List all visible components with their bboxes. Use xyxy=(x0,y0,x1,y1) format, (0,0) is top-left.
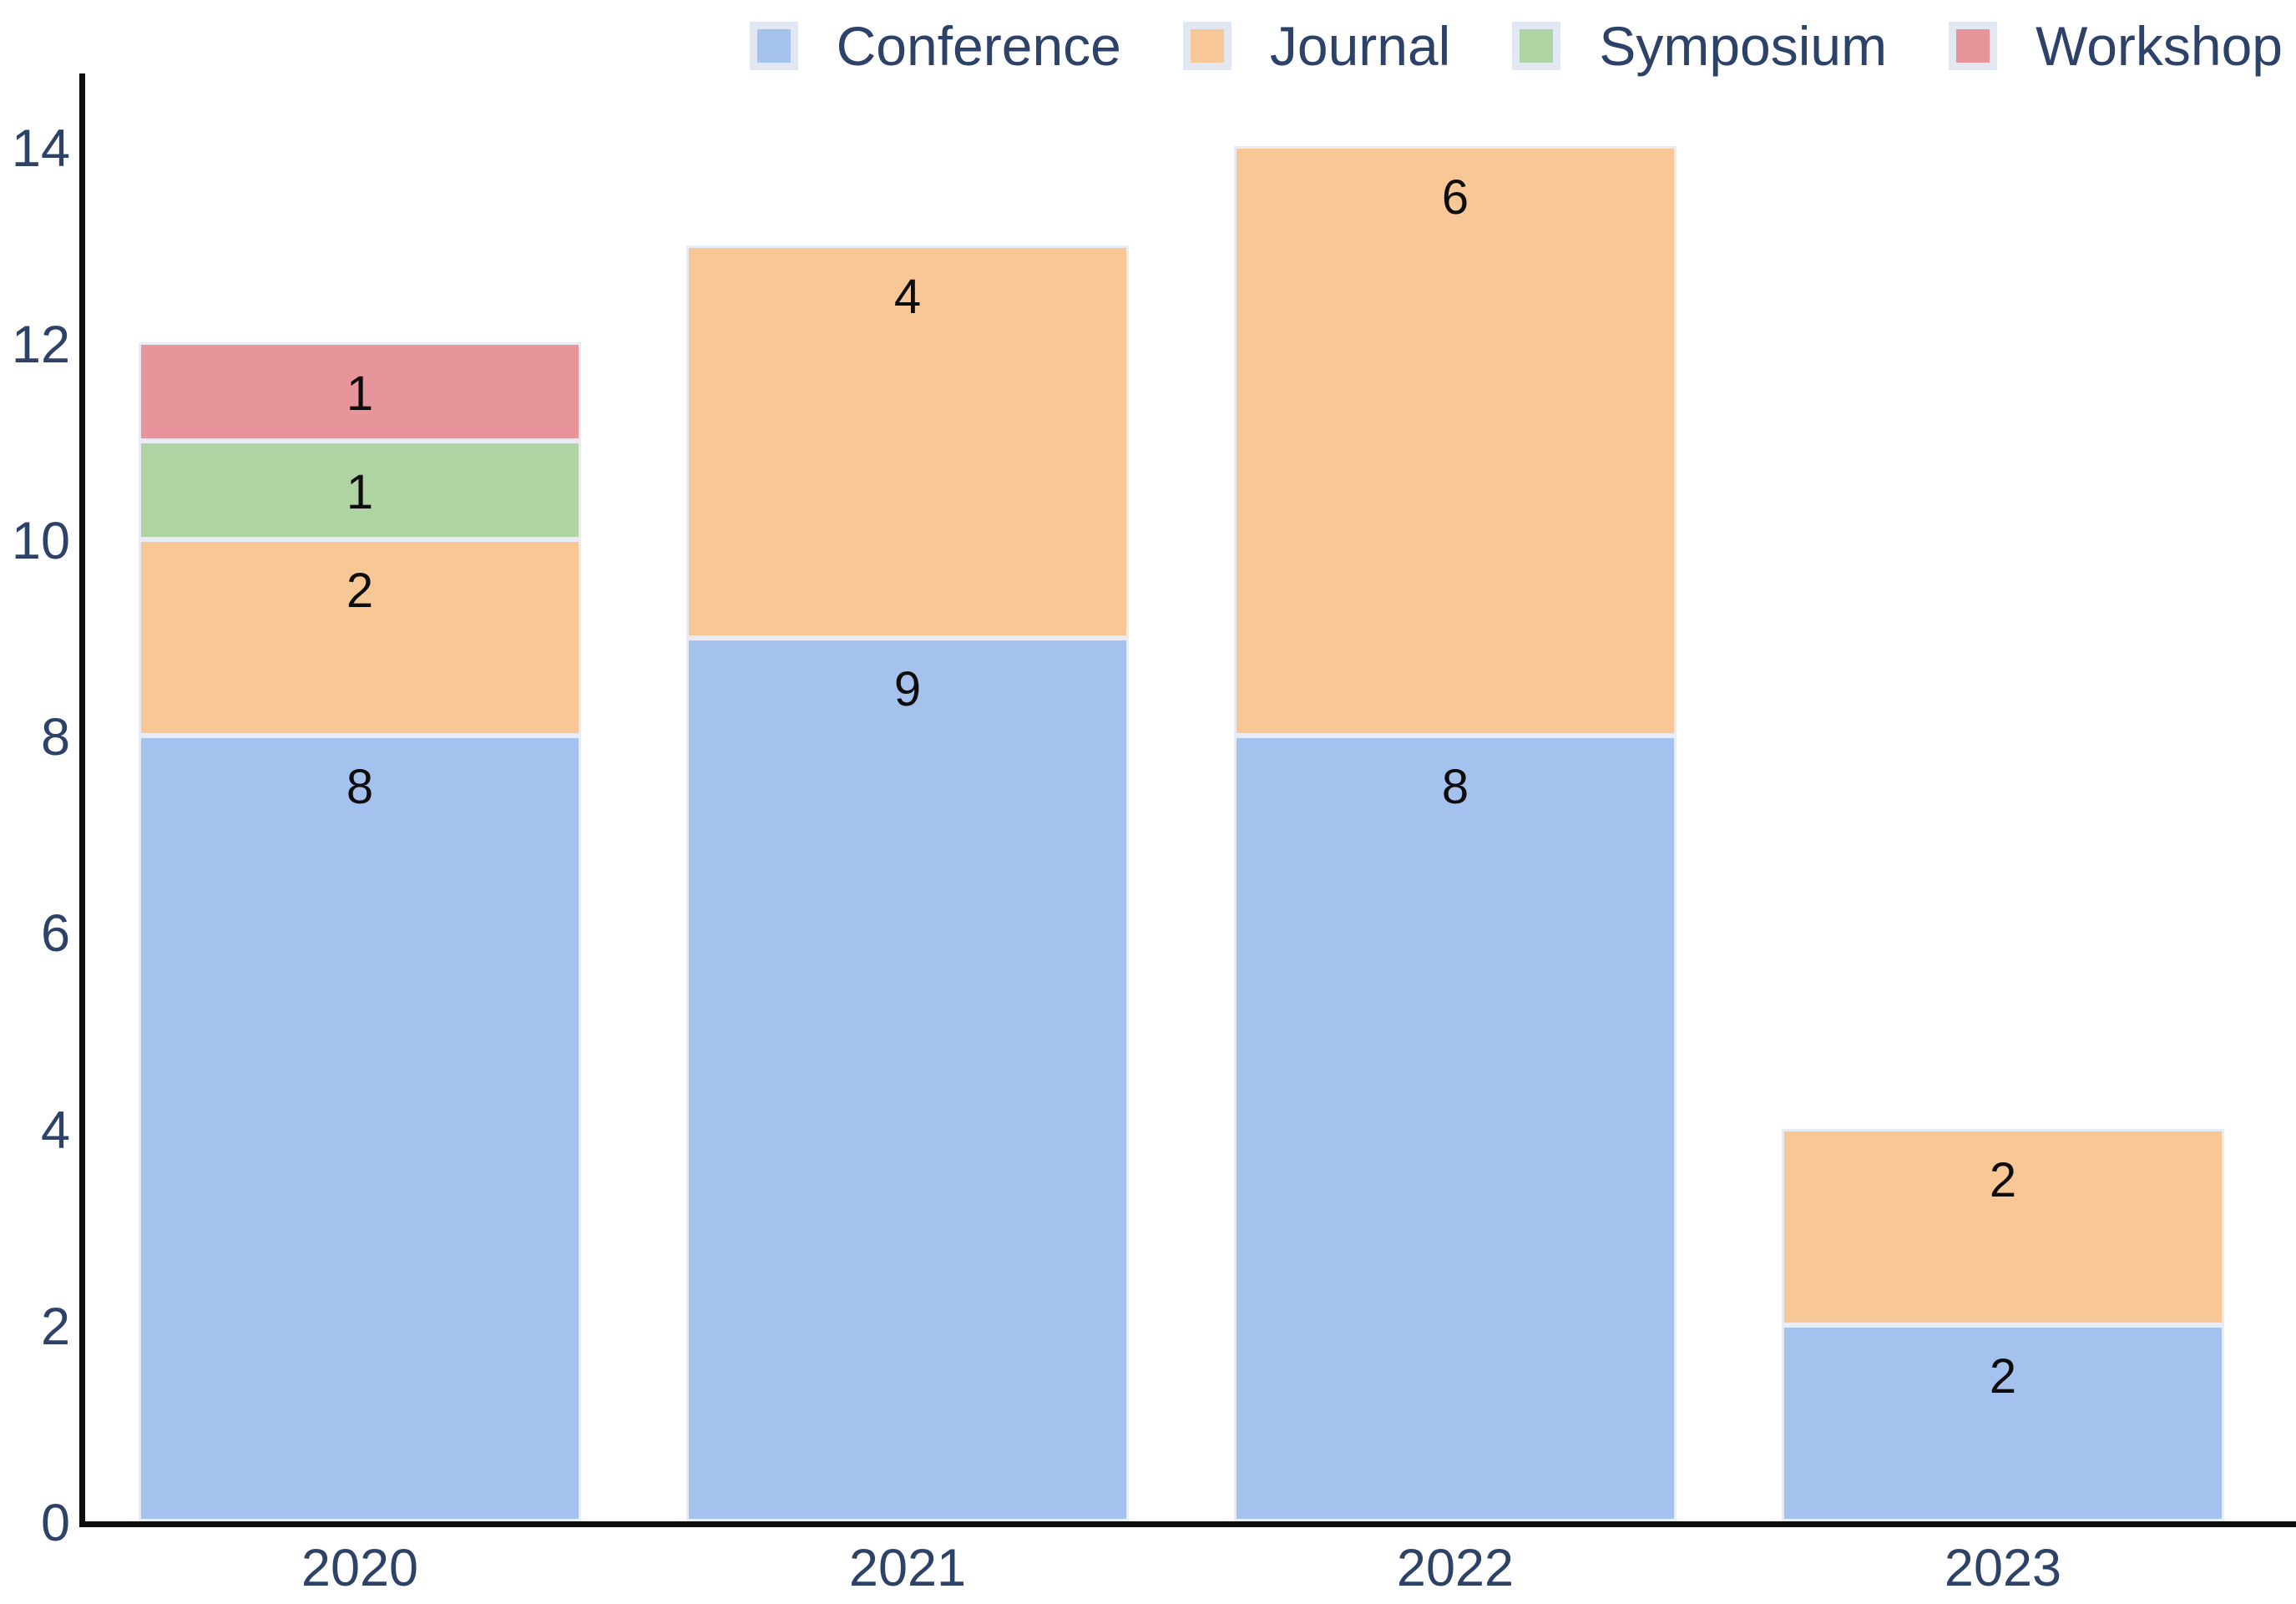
bar-value-label: 4 xyxy=(893,270,922,324)
bar-segment-2023-journal: 2 xyxy=(1782,1129,2224,1325)
y-axis-line xyxy=(79,73,85,1527)
bar-value-label: 1 xyxy=(346,367,374,421)
y-tick-label: 10 xyxy=(11,512,70,570)
x-axis-line xyxy=(79,1521,2296,1527)
legend: Conference Journal Symposium Workshop xyxy=(749,15,2283,77)
bar-value-label: 6 xyxy=(1441,170,1469,225)
legend-item-workshop[interactable]: Workshop xyxy=(1949,18,2283,73)
y-tick-label: 12 xyxy=(11,315,70,374)
y-tick-label: 0 xyxy=(40,1494,70,1552)
y-tick-label: 4 xyxy=(40,1101,70,1160)
y-axis-tick-labels: 0 2 4 6 8 10 12 14 xyxy=(0,0,70,1604)
legend-label: Conference xyxy=(836,15,1121,77)
y-tick-label: 6 xyxy=(40,904,70,964)
legend-swatch-symposium-icon xyxy=(1512,22,1561,70)
legend-label: Journal xyxy=(1269,15,1451,77)
bar-segment-2022-conference: 8 xyxy=(1234,736,1676,1521)
legend-label: Symposium xyxy=(1599,15,1888,77)
bar-segment-2020-journal: 2 xyxy=(139,539,581,736)
bar-value-label: 2 xyxy=(1989,1153,2017,1207)
x-tick-label-2023: 2023 xyxy=(1944,1539,2062,1597)
x-tick-label-2022: 2022 xyxy=(1396,1539,1515,1597)
legend-swatch-journal-icon xyxy=(1182,22,1231,70)
legend-item-journal[interactable]: Journal xyxy=(1182,15,1451,77)
bar-value-label: 2 xyxy=(346,564,374,618)
bar-segment-2023-conference: 2 xyxy=(1782,1325,2224,1521)
bar-segment-2020-workshop: 1 xyxy=(139,342,581,441)
x-tick-label-2021: 2021 xyxy=(848,1539,967,1597)
y-tick-label: 8 xyxy=(40,708,70,767)
bar-segment-2021-conference: 9 xyxy=(686,638,1129,1521)
bar-value-label: 1 xyxy=(346,465,374,519)
bar-value-label: 9 xyxy=(893,662,922,716)
bar-value-label: 8 xyxy=(346,760,374,814)
bar-value-label: 8 xyxy=(1441,760,1469,814)
bar-segment-2020-symposium: 1 xyxy=(139,441,581,539)
x-tick-label-2020: 2020 xyxy=(301,1539,419,1597)
y-tick-label: 14 xyxy=(11,119,70,178)
legend-swatch-conference-icon xyxy=(749,22,798,70)
legend-swatch-workshop-icon xyxy=(1949,22,1998,70)
legend-label: Workshop xyxy=(2036,15,2283,77)
legend-item-symposium[interactable]: Symposium xyxy=(1512,18,1887,73)
bar-value-label: 2 xyxy=(1989,1349,2017,1404)
legend-item-conference[interactable]: Conference xyxy=(749,15,1121,77)
bar-segment-2021-journal: 4 xyxy=(686,245,1129,638)
y-tick-label: 2 xyxy=(40,1297,70,1356)
bar-2020: 8 2 1 1 xyxy=(139,342,581,1521)
bar-segment-2020-conference: 8 xyxy=(139,736,581,1521)
bar-segment-2022-journal: 6 xyxy=(1234,146,1676,736)
